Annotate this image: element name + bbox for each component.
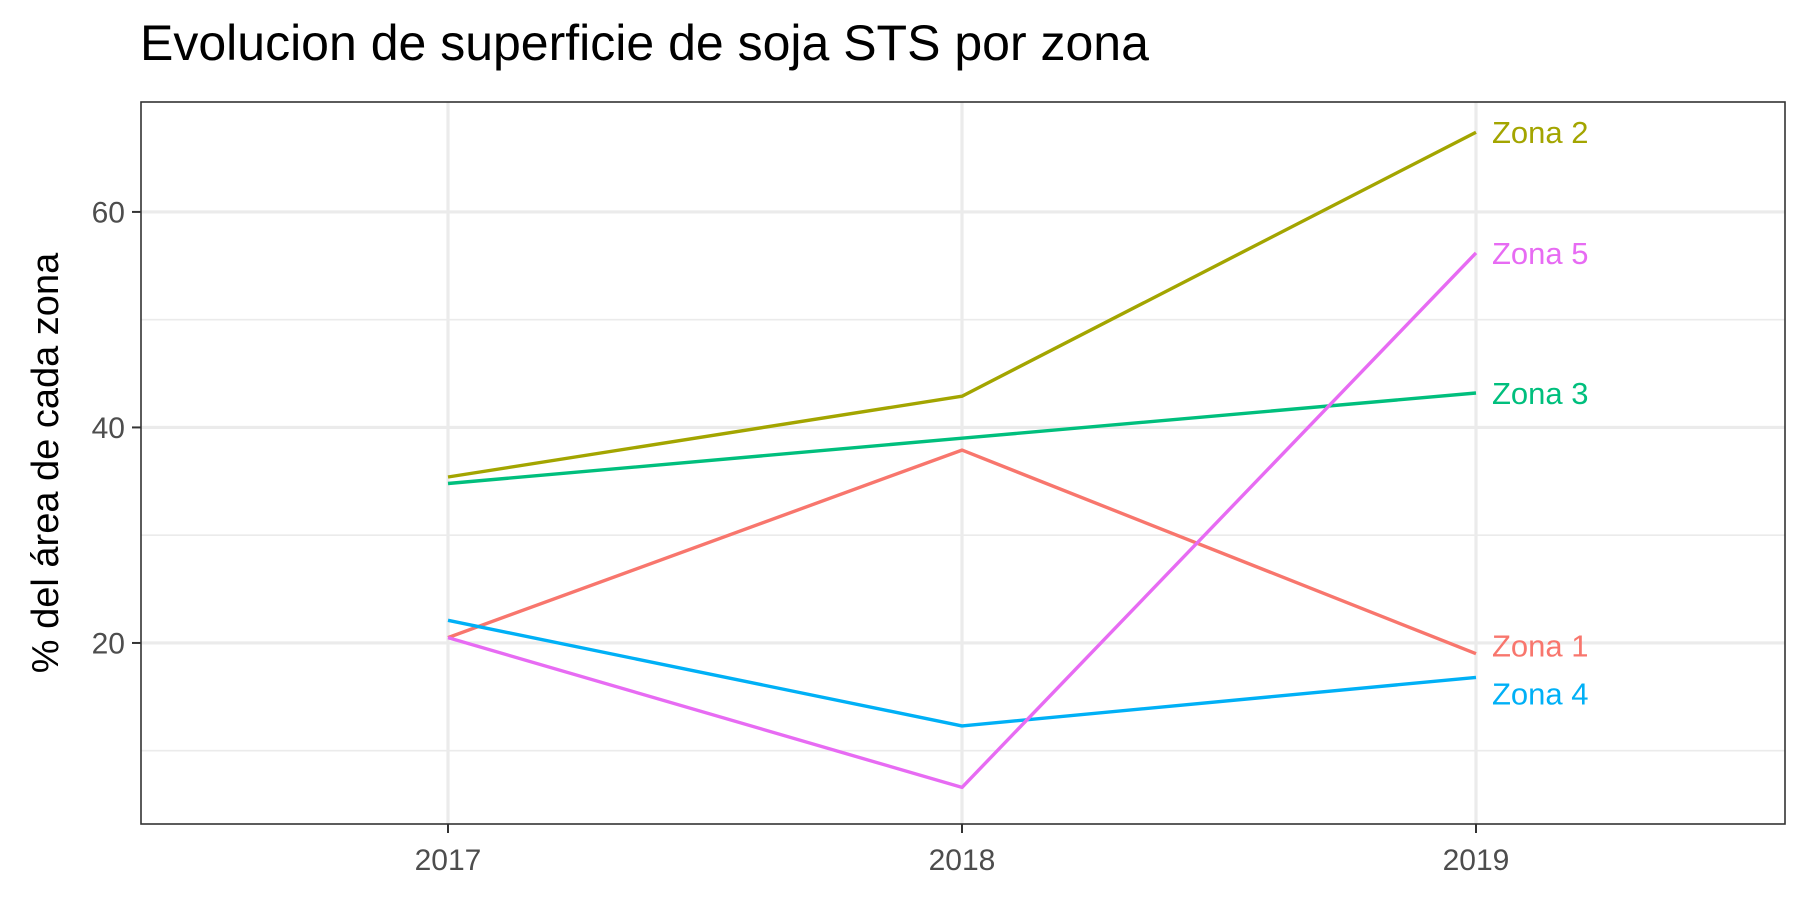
series-label: Zona 3 [1492, 376, 1589, 411]
chart-title: Evolucion de superficie de soja STS por … [140, 15, 1149, 71]
y-tick-label: 40 [92, 412, 125, 445]
series-label: Zona 5 [1492, 236, 1589, 271]
x-tick-label: 2019 [1443, 844, 1510, 877]
y-tick-label: 20 [92, 627, 125, 660]
series-label: Zona 2 [1492, 115, 1589, 150]
x-tick-label: 2018 [929, 844, 996, 877]
series-labels: Zona 1 Zona 2 Zona 3 Zona 4 Zona 5 [1492, 115, 1589, 711]
y-tick-label: 60 [92, 196, 125, 229]
y-axis-title: % del área de cada zona [25, 252, 67, 673]
series-label: Zona 4 [1492, 676, 1589, 711]
x-tick-label: 2017 [415, 844, 482, 877]
axes: 20 40 60 2017 2018 2019 [92, 196, 1510, 877]
grid [141, 102, 1785, 824]
series-label: Zona 1 [1492, 629, 1589, 664]
